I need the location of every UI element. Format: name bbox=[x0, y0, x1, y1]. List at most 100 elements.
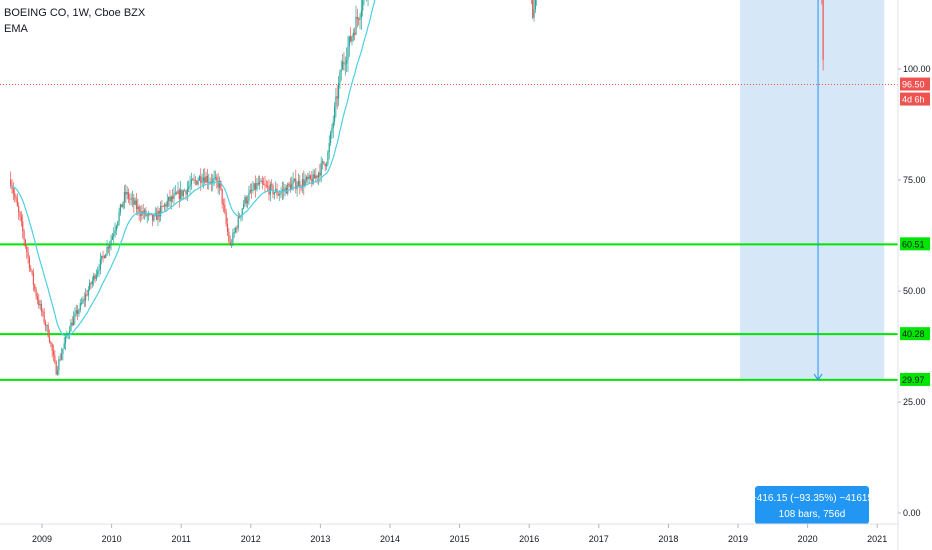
ema-line bbox=[10, 0, 376, 337]
candle-body bbox=[356, 16, 358, 19]
candle-body bbox=[336, 96, 338, 99]
candle-body bbox=[182, 190, 184, 197]
candle-body bbox=[43, 311, 45, 323]
candle-body bbox=[91, 280, 93, 285]
candle-body bbox=[269, 184, 271, 195]
candle-body bbox=[162, 206, 164, 207]
candle-body bbox=[123, 192, 126, 202]
candle-body bbox=[22, 221, 24, 232]
time-tick-label: 2021 bbox=[867, 534, 887, 544]
candle-body bbox=[64, 336, 67, 344]
candle-body bbox=[218, 180, 221, 188]
measure-label[interactable] bbox=[755, 486, 869, 524]
level-3-badge[interactable] bbox=[900, 372, 930, 386]
candle-body bbox=[534, 0, 536, 10]
candle-body bbox=[340, 69, 342, 72]
candle-body bbox=[94, 275, 96, 279]
candle-body bbox=[44, 322, 47, 326]
candle-body bbox=[98, 269, 100, 272]
candle-body bbox=[52, 350, 55, 356]
candle-body bbox=[220, 180, 222, 189]
candle-body bbox=[165, 204, 167, 207]
candle-body bbox=[256, 182, 258, 190]
candle-body bbox=[285, 187, 288, 194]
countdown-badge[interactable] bbox=[900, 92, 930, 106]
candle-body bbox=[217, 180, 219, 188]
candle-body bbox=[139, 213, 142, 216]
level-2-badge[interactable] bbox=[900, 327, 930, 341]
candle-body bbox=[344, 63, 346, 65]
price-tick-label: 75.00 bbox=[903, 175, 926, 185]
candle-body bbox=[70, 322, 72, 332]
candle-body bbox=[178, 190, 180, 200]
price-tick-label: 50.00 bbox=[903, 286, 926, 296]
candle-body bbox=[46, 325, 48, 327]
candle-body bbox=[79, 303, 81, 311]
candle-body bbox=[328, 143, 330, 153]
candle-body bbox=[216, 176, 218, 181]
candle-body bbox=[180, 189, 182, 200]
candle-body bbox=[99, 259, 101, 270]
candle-body bbox=[18, 206, 20, 213]
candle-body bbox=[259, 181, 261, 185]
candle-body bbox=[346, 59, 348, 64]
time-tick-label: 2014 bbox=[380, 534, 400, 544]
candle-body bbox=[90, 282, 92, 285]
candle-body bbox=[93, 275, 95, 281]
candle-body bbox=[174, 192, 176, 194]
level-1-badge[interactable] bbox=[900, 237, 930, 251]
candle-body bbox=[16, 199, 18, 207]
candle-body bbox=[20, 216, 22, 222]
candle-body bbox=[159, 205, 162, 217]
candle-body bbox=[339, 71, 341, 83]
candle-body bbox=[236, 227, 238, 229]
chart-title[interactable]: BOEING CO, 1W, Cboe BZX bbox=[4, 7, 146, 19]
candle-body bbox=[245, 197, 247, 204]
candle-body bbox=[157, 210, 159, 220]
candle-body bbox=[252, 189, 254, 191]
candle-body bbox=[164, 204, 166, 207]
candle-body bbox=[532, 0, 534, 18]
candle-body bbox=[105, 254, 107, 259]
candle-body bbox=[202, 177, 205, 181]
candle-body bbox=[260, 180, 262, 182]
candle-body bbox=[189, 184, 191, 187]
candle-body bbox=[176, 192, 178, 194]
candle-body bbox=[48, 336, 51, 342]
candle-body bbox=[308, 175, 310, 179]
candle-body bbox=[283, 189, 285, 191]
time-tick-label: 2016 bbox=[519, 534, 539, 544]
indicator-legend[interactable]: EMA bbox=[4, 23, 28, 35]
candle-body bbox=[359, 17, 361, 20]
candle-body bbox=[244, 197, 246, 205]
candle-body bbox=[347, 46, 349, 60]
candle-body bbox=[287, 183, 289, 194]
candle-body bbox=[327, 152, 329, 164]
candle-body bbox=[10, 180, 12, 186]
candle-body bbox=[177, 190, 179, 194]
time-tick-label: 2019 bbox=[728, 534, 748, 544]
candle-body bbox=[317, 172, 320, 178]
last-price-badge[interactable] bbox=[900, 77, 930, 91]
candle-body bbox=[35, 289, 37, 297]
candle-body bbox=[325, 163, 328, 167]
candle-body bbox=[14, 193, 16, 197]
candle-body bbox=[312, 174, 314, 185]
candle-body bbox=[316, 175, 318, 178]
candle-body bbox=[307, 176, 309, 179]
candle-body bbox=[355, 16, 357, 35]
candle-body bbox=[272, 185, 274, 195]
candle-body bbox=[192, 179, 194, 181]
candle-body bbox=[42, 311, 44, 313]
candle-body bbox=[143, 210, 146, 215]
candle-body bbox=[311, 178, 313, 185]
candle-body bbox=[332, 121, 334, 129]
candle-body bbox=[23, 231, 25, 240]
candle-body bbox=[86, 294, 88, 296]
candle-body bbox=[360, 10, 362, 18]
candle-body bbox=[101, 255, 103, 260]
candle-body bbox=[297, 180, 300, 187]
candle-body bbox=[186, 188, 188, 195]
candle-body bbox=[78, 310, 80, 314]
